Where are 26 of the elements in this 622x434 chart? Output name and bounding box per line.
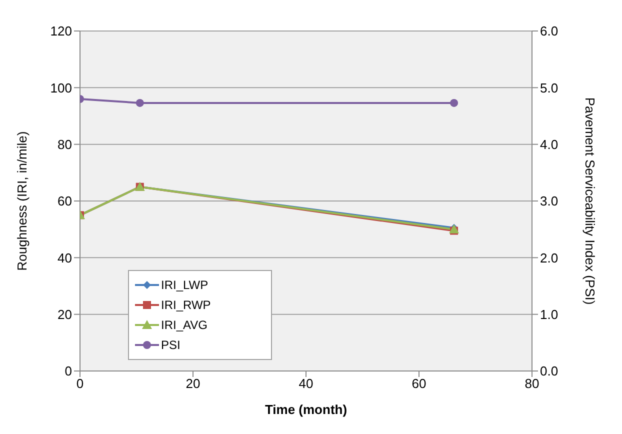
x-tick-label: 60	[412, 376, 426, 392]
y-tick-label: 100	[50, 80, 72, 96]
x-tick-label: 20	[186, 376, 200, 392]
y2-tick-label: 6.0	[540, 24, 558, 39]
y2-tick-label: 2.0	[540, 250, 558, 266]
y2-tick-label: 0.0	[540, 364, 558, 379]
y-tick-label: 80	[58, 136, 72, 152]
legend-label: IRI_AVG	[161, 318, 208, 332]
y2-tick-label: 3.0	[540, 194, 558, 209]
y2-tick-label: 1.0	[540, 306, 558, 322]
x-axis-title: Time (month)	[264, 402, 348, 417]
x-tick-label: 40	[298, 376, 314, 392]
y-tick-label: 40	[58, 250, 72, 266]
y-tick-label: 0	[64, 364, 72, 379]
legend-label: PSI	[161, 338, 180, 352]
y-tick-label: 120	[50, 24, 72, 39]
y2-axis-title: Pavement Serviceability Index (PSI)	[582, 97, 598, 305]
legend-label: IRI_LWP	[161, 278, 208, 292]
y-axis-title: Roughness (IRI, in/mile)	[14, 131, 30, 271]
y-tick-label: 60	[58, 194, 72, 209]
x-tick-label: 0	[76, 376, 84, 392]
y-tick-label: 20	[58, 306, 72, 322]
y2-tick-label: 4.0	[540, 136, 558, 152]
legend-label: IRI_RWP	[161, 298, 211, 312]
y2-tick-label: 5.0	[540, 80, 558, 96]
x-tick-label: 80	[524, 376, 540, 392]
